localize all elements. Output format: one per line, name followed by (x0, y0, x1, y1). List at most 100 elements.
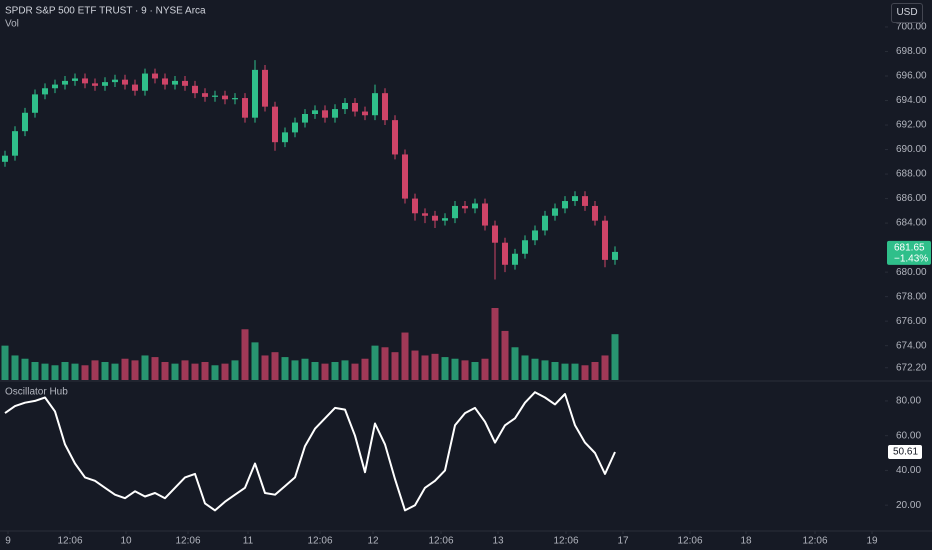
candle-body (472, 203, 478, 209)
candle-body (92, 83, 98, 86)
oscillator-line (4, 391, 616, 512)
x-tick-label: 9 (5, 536, 11, 547)
oscillator-title: Oscillator Hub (5, 387, 68, 398)
volume-bar (51, 365, 59, 380)
candle-body (542, 215, 548, 231)
x-tick-label: 12:06 (553, 536, 578, 547)
x-tick-label: 12:06 (677, 536, 702, 547)
y-tick-label: 676.00 (896, 316, 927, 327)
volume-bar (451, 358, 459, 380)
y-tick-label: 684.00 (896, 218, 927, 229)
volume-bar (571, 363, 579, 380)
candle-body (32, 94, 38, 113)
y-tick-label: 692.00 (896, 120, 927, 131)
y-tick-label: 678.00 (896, 291, 927, 302)
volume-bar (271, 352, 279, 380)
y-tick-label: 80.00 (896, 396, 921, 407)
x-tick-label: 12 (367, 536, 379, 547)
volume-bar (231, 360, 239, 380)
volume-bar (101, 362, 109, 380)
candle-body (252, 69, 258, 118)
candle-body (152, 73, 158, 79)
volume-bar (301, 358, 309, 380)
volume-bar (21, 358, 29, 380)
volume-bar (221, 363, 229, 380)
volume-bar (361, 358, 369, 380)
candle-body (292, 122, 298, 133)
x-tick-label: 17 (617, 536, 629, 547)
y-tick-label: 700.00 (896, 22, 927, 33)
volume-bar (511, 347, 519, 380)
y-tick-label: 20.00 (896, 500, 921, 511)
volume-bar (81, 365, 89, 380)
y-tick-label: 694.00 (896, 95, 927, 106)
candle-body (602, 220, 608, 260)
candle-body (242, 98, 248, 118)
volume-bar (71, 363, 79, 380)
y-tick-label: 690.00 (896, 144, 927, 155)
volume-bar (441, 357, 449, 380)
volume-bar (131, 360, 139, 380)
candle-body (12, 131, 18, 156)
volume-bar (611, 334, 619, 380)
volume-bar (191, 363, 199, 380)
candle-body (262, 69, 268, 107)
volume-bar (261, 355, 269, 380)
x-tick-label: 13 (492, 536, 504, 547)
x-tick-label: 12:06 (307, 536, 332, 547)
volume-bar (171, 363, 179, 380)
last-price-label: 681.65 (894, 243, 925, 254)
y-tick-label: 60.00 (896, 430, 921, 441)
volume-bar (141, 355, 149, 380)
volume-bar (341, 360, 349, 380)
volume-bar (291, 360, 299, 380)
volume-bar (251, 342, 259, 380)
candle-body (332, 109, 338, 118)
last-value-box (888, 444, 922, 459)
candle-body (482, 203, 488, 226)
volume-bar (121, 358, 129, 380)
volume-bar (581, 365, 589, 380)
volume-bar (31, 362, 39, 380)
candle-body (72, 78, 78, 81)
volume-bar (151, 357, 159, 380)
volume-bar (91, 360, 99, 380)
volume-bar (371, 345, 379, 380)
y-tick-label: 680.00 (896, 267, 927, 278)
x-tick-label: 10 (120, 536, 132, 547)
candle-body (42, 88, 48, 95)
volume-bar (211, 365, 219, 380)
candle-body (2, 155, 8, 162)
candle-body (392, 120, 398, 155)
candle-body (562, 201, 568, 209)
candle-body (442, 218, 448, 221)
volume-bar (531, 358, 539, 380)
volume-bar (181, 360, 189, 380)
volume-bar (381, 347, 389, 380)
candle-body (362, 111, 368, 116)
y-tick-label: 672.20 (896, 362, 927, 373)
volume-bar (241, 329, 249, 380)
y-tick-label: 674.00 (896, 340, 927, 351)
candle-body (192, 85, 198, 94)
candle-body (132, 84, 138, 91)
currency-button[interactable]: USD (891, 3, 923, 23)
volume-bar (551, 362, 559, 380)
volume-bar (351, 363, 359, 380)
candle-body (112, 79, 118, 83)
volume-bar (391, 352, 399, 380)
candle-body (82, 78, 88, 84)
volume-bar (591, 362, 599, 380)
volume-bar (461, 360, 469, 380)
x-tick-label: 12:06 (802, 536, 827, 547)
x-tick-label: 11 (243, 536, 254, 547)
volume-bar (61, 362, 69, 380)
candle-body (212, 95, 218, 97)
candle-body (322, 110, 328, 118)
volume-bar (521, 355, 529, 380)
candle-body (282, 132, 288, 143)
candle-body (272, 106, 278, 143)
volume-bar (541, 360, 549, 380)
